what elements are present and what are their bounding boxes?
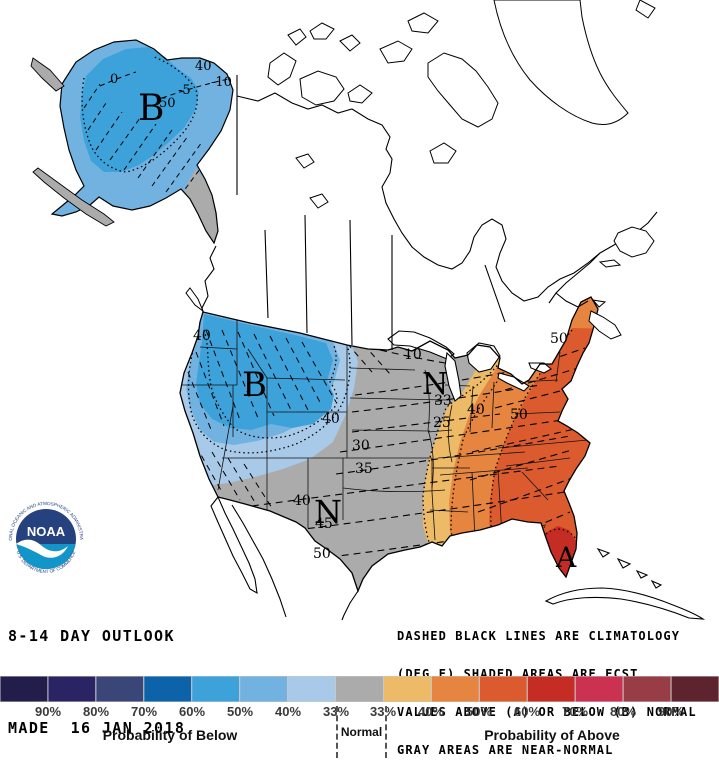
contour-label: -5 xyxy=(178,83,191,98)
logo-noaa-text: NOAA xyxy=(27,524,66,539)
us-coastline xyxy=(179,296,599,593)
normal-label: Normal xyxy=(340,725,383,739)
state-borders xyxy=(180,318,589,541)
region-letter-labels: B B N N A xyxy=(138,88,577,574)
legend-tick: 80% xyxy=(609,704,637,719)
legend-tick: 70% xyxy=(561,704,589,719)
contour-label: 50 xyxy=(550,331,568,347)
legend-tick: 33% xyxy=(369,704,397,719)
legend-tick: 40% xyxy=(274,704,302,719)
west-dashed-lines xyxy=(187,329,391,509)
contour-label: 40 xyxy=(193,328,211,344)
legend-swatch xyxy=(95,676,145,702)
note-line-4: GRAY AREAS ARE NEAR-NORMAL xyxy=(397,742,614,757)
label-normal-midwest: N xyxy=(422,367,448,402)
legend-tick: 50% xyxy=(465,704,493,719)
legend-swatch xyxy=(382,676,432,702)
legend-tick: 50% xyxy=(226,704,254,719)
legend-tick: 70% xyxy=(130,704,158,719)
contour-label: 50 xyxy=(159,96,176,111)
legend-swatch xyxy=(0,676,49,702)
label-below-alaska: B xyxy=(138,88,164,129)
legend-swatch xyxy=(478,676,528,702)
legend-swatch xyxy=(191,676,241,702)
legend-swatch xyxy=(526,676,576,702)
great-lakes xyxy=(387,330,552,402)
legend-swatch xyxy=(287,676,337,702)
note-line-1: DASHED BLACK LINES ARE CLIMATOLOGY xyxy=(397,629,681,644)
contour-label: 50 xyxy=(313,546,331,562)
probability-dotted-lines xyxy=(187,329,578,570)
title-line-3: MADE 16 JAN 2018 xyxy=(8,719,186,738)
legend-swatch xyxy=(670,676,719,702)
legend-swatch xyxy=(430,676,480,702)
legend-swatch xyxy=(239,676,289,702)
contour-label: 40 xyxy=(293,493,311,509)
contour-label: 10 xyxy=(404,347,422,363)
contour-label: 45 xyxy=(315,516,333,532)
contour-labels: 40 40 30 35 10 33 25 40 50 40 45 50 50 4… xyxy=(110,59,568,562)
label-normal-south: N xyxy=(314,493,342,531)
siberia-sliver xyxy=(30,57,65,92)
label-below-west: B xyxy=(242,365,267,405)
contour-label: 40 xyxy=(322,411,340,427)
contour-label: 33 xyxy=(434,393,452,409)
alaska-below-50 xyxy=(80,47,199,172)
legend-color-bar xyxy=(0,676,719,702)
canada-coastlines xyxy=(201,75,658,350)
alaska-coastline xyxy=(50,39,234,245)
mexico-coastlines xyxy=(210,495,706,621)
legend-swatch xyxy=(143,676,193,702)
probability-of-above-label: Probability of Above xyxy=(484,727,620,743)
legend-tick: 90% xyxy=(34,704,62,719)
legend-tick: 60% xyxy=(178,704,206,719)
alaska-panhandle-gray xyxy=(184,168,218,243)
legend-tick: 90% xyxy=(657,704,685,719)
contour-label: 30 xyxy=(352,438,370,454)
contour-label: -10 xyxy=(211,75,232,90)
aleutian-chain xyxy=(32,167,115,227)
probability-of-below-label: Probability of Below xyxy=(102,727,238,743)
normal-label-box: Normal xyxy=(336,706,387,758)
contour-label: 40 xyxy=(467,402,485,418)
region-above-60 xyxy=(545,526,576,578)
seagull-icon xyxy=(16,539,68,558)
legend-tick: 80% xyxy=(82,704,110,719)
legend-swatch xyxy=(622,676,672,702)
us-shaded-regions xyxy=(180,297,598,591)
title-line-1: 8-14 DAY OUTLOOK xyxy=(8,626,175,645)
note-line-3: VALUES ABOVE (A) OR BELOW (B) NORMAL xyxy=(397,704,697,719)
alaska xyxy=(30,39,234,245)
contour-label: 50 xyxy=(510,407,528,423)
legend-swatch xyxy=(335,676,384,702)
noaa-logo: NOAA NATIONAL OCEANIC AND ATMOSPHERIC AD… xyxy=(4,497,87,580)
contour-label: 35 xyxy=(355,461,373,477)
legend-tick: 40% xyxy=(417,704,445,719)
contour-label: 0 xyxy=(110,72,118,87)
label-above-florida: A xyxy=(555,541,577,574)
region-above-50 xyxy=(489,328,598,575)
contour-label: 25 xyxy=(433,415,451,431)
region-below-50 xyxy=(196,314,334,430)
legend-swatch xyxy=(574,676,624,702)
contour-label: 40 xyxy=(195,59,212,74)
islands xyxy=(185,0,656,340)
legend-swatch xyxy=(47,676,97,702)
legend-tick: 60% xyxy=(513,704,541,719)
